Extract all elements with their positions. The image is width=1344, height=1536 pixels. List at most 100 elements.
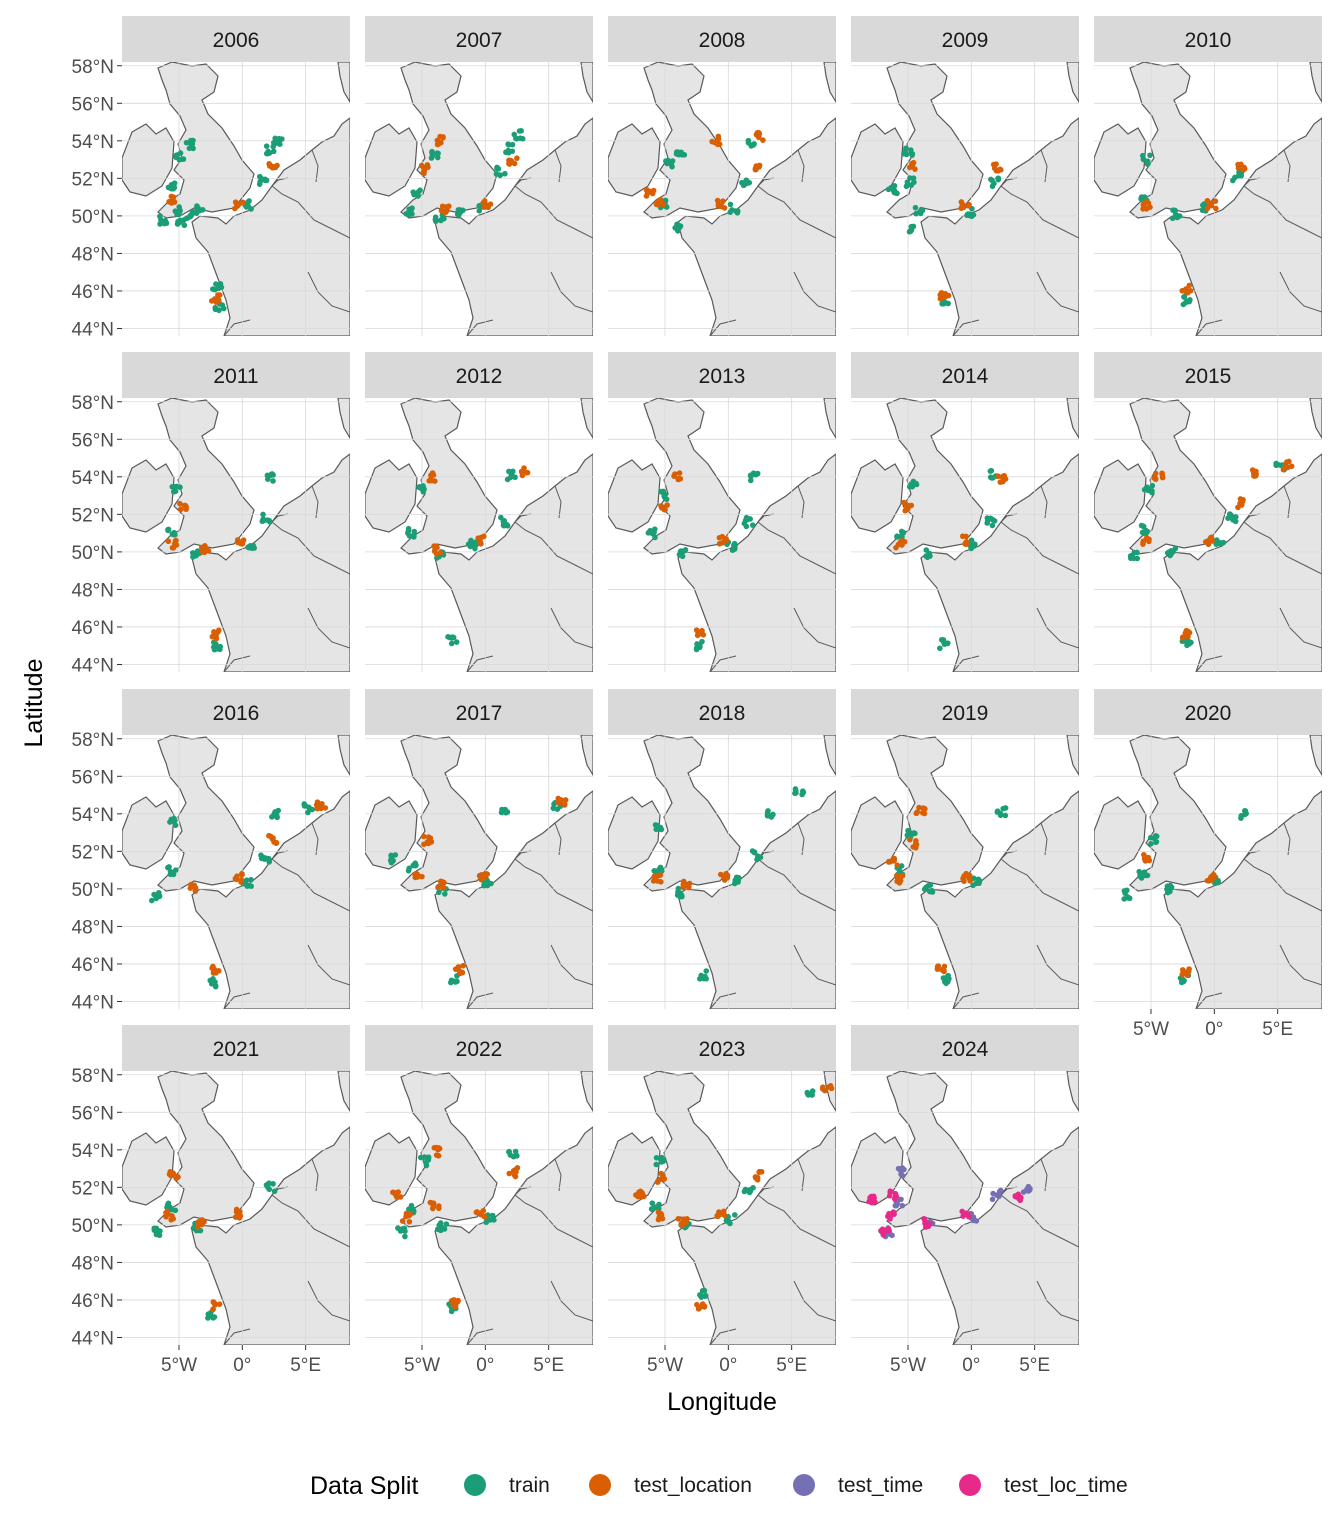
data-point-test_location xyxy=(693,627,707,639)
point-mark xyxy=(500,522,507,529)
point-mark xyxy=(887,1189,893,1195)
data-point-train xyxy=(940,972,952,987)
data-point-train xyxy=(673,149,688,158)
point-mark xyxy=(648,1206,655,1212)
facet-panel-2008: 2008 xyxy=(608,16,836,336)
x-tick-label: 5°W xyxy=(404,1355,440,1376)
point-mark xyxy=(406,206,412,213)
facet-panel-2020: 2020 5°W 0° 5°E xyxy=(1094,689,1322,1040)
point-mark xyxy=(428,155,435,161)
point-mark xyxy=(942,294,949,300)
y-tick-label: 54°N xyxy=(72,132,114,153)
legend-label: test_loc_time xyxy=(1004,1474,1128,1497)
point-mark xyxy=(165,526,171,533)
point-mark xyxy=(926,1220,933,1227)
point-mark xyxy=(417,1154,424,1161)
point-mark xyxy=(395,1225,401,1231)
data-point-test_location xyxy=(390,1189,404,1201)
point-mark xyxy=(741,520,748,527)
data-point-train xyxy=(658,488,670,503)
point-mark xyxy=(944,640,951,646)
point-mark xyxy=(1208,877,1215,884)
data-point-train xyxy=(903,175,917,190)
x-tick-label: 5°W xyxy=(647,1355,683,1376)
point-mark xyxy=(442,209,449,216)
point-mark xyxy=(239,870,245,877)
data-point-test_location xyxy=(427,1199,442,1212)
point-mark xyxy=(970,211,977,218)
facet-panel-2021: 2021 58°N 56°N 54°N 52°N 50°N 48°N 46°N 44°N 5°W 0… xyxy=(72,1025,350,1376)
point-mark xyxy=(676,476,682,482)
data-point-test_location xyxy=(654,1170,668,1185)
point-mark xyxy=(173,1175,180,1182)
point-mark xyxy=(904,182,911,189)
point-mark xyxy=(660,201,667,208)
data-point-test_loc_time xyxy=(921,1215,933,1230)
data-point-test_location xyxy=(506,155,520,167)
facet-panel-2023: 2023 5°W 0° 5°E xyxy=(608,1025,836,1376)
data-point-train xyxy=(417,1154,432,1169)
facet-strip xyxy=(122,16,350,62)
point-mark xyxy=(1145,200,1152,206)
point-mark xyxy=(656,872,662,879)
data-point-test_location xyxy=(209,627,222,642)
point-mark xyxy=(509,472,515,479)
data-point-train xyxy=(264,471,276,484)
point-mark xyxy=(684,1216,690,1222)
point-mark xyxy=(424,839,431,845)
point-mark xyxy=(739,179,745,186)
point-mark xyxy=(906,164,913,171)
data-point-train xyxy=(207,976,219,990)
data-point-test_loc_time xyxy=(886,1188,900,1202)
point-mark xyxy=(658,488,664,495)
data-point-train xyxy=(447,973,460,986)
data-point-train xyxy=(741,1185,756,1196)
point-mark xyxy=(506,1170,513,1177)
point-mark xyxy=(419,873,425,880)
point-mark xyxy=(672,225,678,231)
point-mark xyxy=(996,1193,1002,1200)
point-mark xyxy=(186,145,193,152)
point-mark xyxy=(680,884,687,891)
data-point-test_location xyxy=(643,186,657,199)
point-mark xyxy=(172,867,179,873)
data-point-train xyxy=(165,864,179,878)
point-mark xyxy=(1140,156,1147,162)
point-mark xyxy=(891,1195,898,1202)
point-mark xyxy=(521,465,527,471)
y-tick-label: 50°N xyxy=(72,207,114,228)
point-mark xyxy=(997,167,1004,173)
point-mark xyxy=(676,470,683,476)
data-point-train xyxy=(1138,522,1151,537)
point-mark xyxy=(514,155,520,162)
facet-strip xyxy=(608,16,836,62)
data-point-test_location xyxy=(1179,627,1193,641)
facet-strip-label: 2008 xyxy=(699,29,746,52)
point-mark xyxy=(892,1190,899,1197)
point-mark xyxy=(478,1210,484,1216)
point-mark xyxy=(695,629,702,636)
data-point-test_location xyxy=(476,871,491,883)
point-mark xyxy=(1238,815,1244,821)
facet-strip xyxy=(365,352,593,398)
point-mark xyxy=(455,1298,461,1305)
data-point-test_location xyxy=(434,133,446,148)
point-mark xyxy=(649,1200,656,1206)
point-mark xyxy=(301,803,308,809)
point-mark xyxy=(975,876,982,883)
point-mark xyxy=(987,468,994,474)
point-mark xyxy=(238,876,245,883)
y-tick-label: 56°N xyxy=(72,1103,114,1124)
point-mark xyxy=(266,1186,273,1193)
x-tick-label: 5°E xyxy=(1019,1355,1050,1376)
point-mark xyxy=(275,807,282,814)
point-mark xyxy=(751,849,758,855)
point-mark xyxy=(1002,812,1009,819)
point-mark xyxy=(937,292,944,298)
point-mark xyxy=(168,816,175,823)
data-point-test_location xyxy=(426,470,438,484)
data-point-test_time xyxy=(989,1187,1004,1203)
point-mark xyxy=(436,889,442,896)
point-mark xyxy=(435,1146,441,1153)
point-mark xyxy=(655,201,662,208)
